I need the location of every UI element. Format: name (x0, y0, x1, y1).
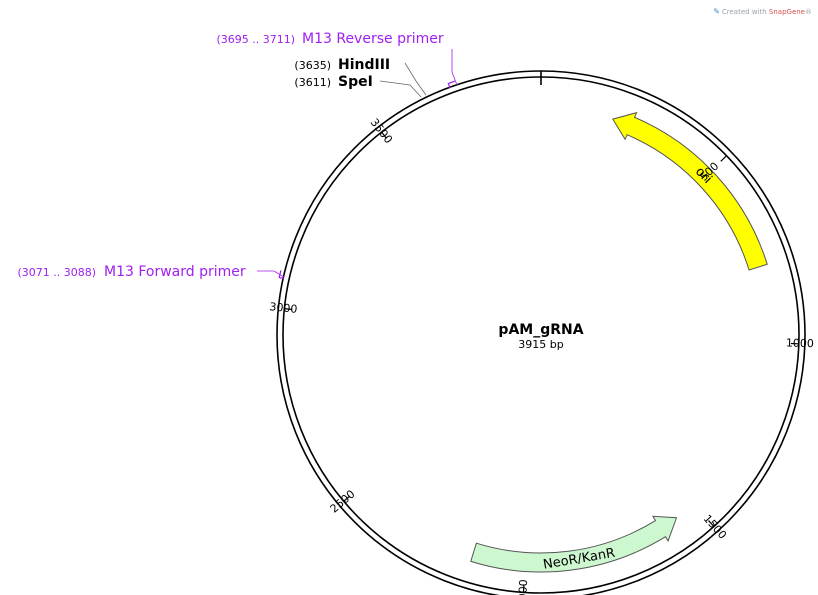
primer-m13-reverse-leader (451, 49, 458, 86)
primer-m13-reverse-coord: (3695 .. 3711) (216, 33, 295, 46)
tick-mark (381, 131, 388, 139)
primer-m13-reverse[interactable]: (3695 .. 3711) M13 Reverse primer (216, 31, 458, 89)
watermark-prefix: Created with (721, 8, 769, 16)
tick-label: 1000 (786, 336, 814, 350)
tick-mark (522, 584, 525, 593)
primer-m13-forward-coord: (3071 .. 3088) (17, 266, 96, 279)
tick-mark (343, 495, 351, 502)
watermark: ✎ Created with SnapGene® (713, 7, 812, 16)
site-hindiii[interactable]: (3635) HindIII (294, 57, 427, 96)
snapgene-logo-icon: ✎ (713, 7, 720, 16)
primer-m13-reverse-mark (447, 80, 456, 89)
site-spei[interactable]: (3611) SpeI (294, 74, 422, 98)
tick-label: 2000 (515, 579, 530, 595)
features-layer: ori NeoR/KanR (470, 111, 768, 573)
watermark-suffix: ® (805, 8, 812, 16)
tick-mark (720, 155, 727, 162)
site-hindiii-leader (404, 62, 427, 96)
site-spei-coord: (3611) (294, 76, 331, 89)
tick-label: 3000 (269, 300, 298, 316)
primer-m13-forward-label: M13 Forward primer (104, 264, 246, 280)
plasmid-name: pAM_gRNA (498, 322, 583, 338)
feature-arrow (612, 111, 768, 271)
feature-arrow (470, 515, 678, 573)
feature-ori[interactable]: ori (612, 111, 768, 271)
site-hindiii-label: HindIII (338, 57, 390, 73)
site-spei-leader (379, 80, 422, 98)
primer-m13-forward[interactable]: (3071 .. 3088) M13 Forward primer (17, 264, 285, 280)
site-hindiii-coord: (3635) (294, 59, 331, 72)
tick-mark (284, 308, 293, 311)
feature-neor-kanr[interactable]: NeoR/KanR (470, 515, 678, 573)
tick-mark (708, 520, 715, 527)
tick-label: 3500 (368, 116, 396, 146)
plasmid-length: 3915 bp (518, 338, 563, 351)
primer-m13-forward-leader (257, 270, 285, 278)
primer-m13-reverse-label: M13 Reverse primer (302, 31, 444, 47)
watermark-brand: SnapGene (768, 8, 805, 16)
site-spei-label: SpeI (338, 74, 373, 90)
